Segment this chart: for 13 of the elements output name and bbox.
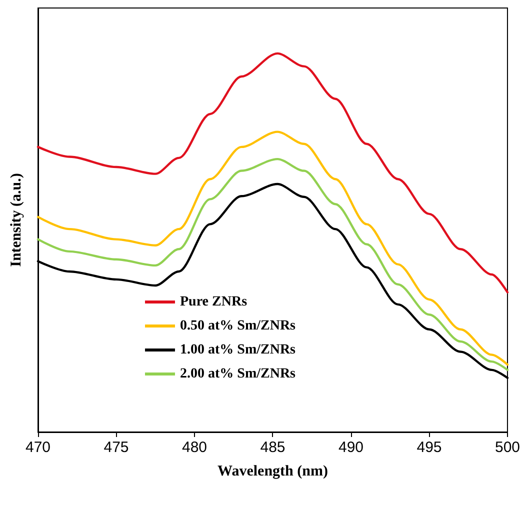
- x-tick-label: 490: [338, 439, 364, 456]
- legend-label: 2.00 at% Sm/ZNRs: [180, 366, 296, 382]
- x-tick-label: 480: [182, 439, 208, 456]
- x-axis-title: Wavelength (nm): [218, 464, 328, 480]
- legend-label: 0.50 at% Sm/ZNRs: [180, 318, 296, 334]
- x-tick-label: 475: [104, 439, 129, 456]
- x-tick-label: 470: [25, 439, 51, 456]
- x-tick-label: 500: [494, 439, 520, 456]
- legend-label: 1.00 at% Sm/ZNRs: [180, 342, 296, 358]
- x-tick-label: 485: [260, 439, 286, 456]
- y-axis-title: Intensity (a.u.): [8, 173, 24, 267]
- legend-label: Pure ZNRs: [180, 294, 248, 310]
- x-tick-label: 495: [416, 439, 442, 456]
